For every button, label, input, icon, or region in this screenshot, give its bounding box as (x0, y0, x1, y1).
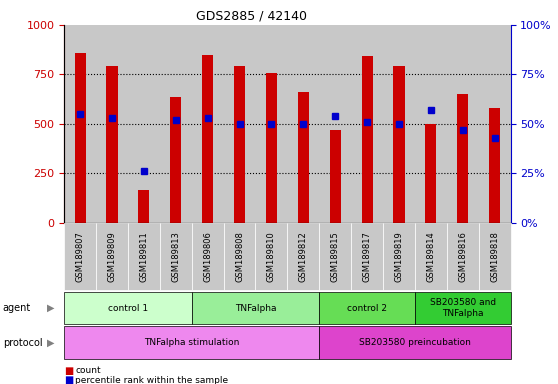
Text: GDS2885 / 42140: GDS2885 / 42140 (196, 10, 306, 23)
Bar (362, 56, 373, 223)
Bar (351, 25, 383, 223)
Bar (393, 66, 405, 223)
Text: SB203580 preincubation: SB203580 preincubation (359, 338, 471, 347)
Bar (266, 73, 277, 223)
Text: agent: agent (3, 303, 31, 313)
Text: TNFalpha: TNFalpha (235, 304, 276, 313)
Bar (256, 25, 287, 223)
Text: GSM189812: GSM189812 (299, 231, 308, 282)
Bar (202, 55, 213, 223)
Text: percentile rank within the sample: percentile rank within the sample (75, 376, 228, 384)
Bar (425, 124, 436, 223)
Text: GSM189810: GSM189810 (267, 231, 276, 282)
Bar (489, 108, 500, 223)
Text: ▶: ▶ (46, 338, 54, 348)
Bar (319, 25, 351, 223)
Bar (64, 25, 96, 223)
Bar (415, 25, 447, 223)
Text: GSM189816: GSM189816 (458, 231, 467, 282)
Bar (170, 97, 181, 223)
Text: GSM189817: GSM189817 (363, 231, 372, 282)
Text: ▶: ▶ (46, 303, 54, 313)
Bar (138, 190, 150, 223)
Bar (447, 25, 479, 223)
Bar (479, 25, 511, 223)
Text: ■: ■ (64, 375, 74, 384)
Text: protocol: protocol (3, 338, 42, 348)
Bar (224, 25, 256, 223)
Text: control 2: control 2 (347, 304, 387, 313)
Text: ■: ■ (64, 366, 74, 376)
Bar (330, 130, 341, 223)
Text: GSM189807: GSM189807 (76, 231, 85, 282)
Bar (107, 66, 118, 223)
Text: count: count (75, 366, 101, 375)
Text: GSM189814: GSM189814 (426, 231, 435, 282)
Bar (160, 25, 192, 223)
Text: GSM189819: GSM189819 (395, 231, 403, 282)
Bar (383, 25, 415, 223)
Text: GSM189808: GSM189808 (235, 231, 244, 282)
Text: GSM189806: GSM189806 (203, 231, 212, 282)
Bar (192, 25, 224, 223)
Text: TNFalpha stimulation: TNFalpha stimulation (144, 338, 239, 347)
Text: GSM189813: GSM189813 (171, 231, 180, 282)
Text: SB203580 and
TNFalpha: SB203580 and TNFalpha (430, 298, 496, 318)
Bar (287, 25, 319, 223)
Bar (128, 25, 160, 223)
Text: GSM189818: GSM189818 (490, 231, 499, 282)
Text: GSM189809: GSM189809 (108, 231, 117, 282)
Text: GSM189811: GSM189811 (140, 231, 148, 282)
Bar (298, 92, 309, 223)
Bar (75, 53, 86, 223)
Bar (457, 94, 468, 223)
Bar (234, 66, 245, 223)
Text: GSM189815: GSM189815 (331, 231, 340, 282)
Text: control 1: control 1 (108, 304, 148, 313)
Bar (96, 25, 128, 223)
